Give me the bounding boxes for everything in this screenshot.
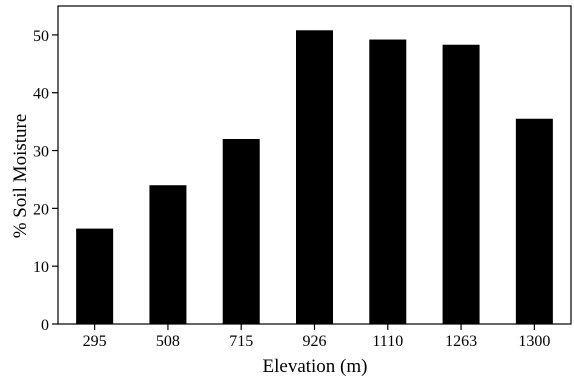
bar-1110 xyxy=(369,39,407,324)
bar-1263 xyxy=(442,44,480,324)
y-tick-label: 20 xyxy=(33,201,49,218)
x-tick-label: 295 xyxy=(83,333,107,350)
x-tick-label: 1300 xyxy=(518,333,550,350)
y-tick-label: 0 xyxy=(41,317,49,334)
y-axis-ticks: 0 10 20 30 40 50 xyxy=(33,28,58,334)
y-axis-title: % Soil Moisture xyxy=(10,114,31,239)
x-tick-label: 715 xyxy=(229,333,253,350)
y-tick-label: 50 xyxy=(33,28,49,45)
y-tick-label: 10 xyxy=(33,259,49,276)
x-axis-ticks: 295 508 715 926 1110 1263 1300 xyxy=(83,324,550,350)
bar-926 xyxy=(296,30,333,325)
x-axis-title: Elevation (m) xyxy=(263,356,368,377)
bar-295 xyxy=(76,228,114,324)
x-tick-label: 1263 xyxy=(445,333,477,350)
x-tick-label: 926 xyxy=(303,333,327,350)
bars xyxy=(76,30,553,325)
y-tick-label: 30 xyxy=(33,144,49,161)
x-tick-label: 1110 xyxy=(372,333,403,350)
x-tick-label: 508 xyxy=(156,333,180,350)
bar-1300 xyxy=(515,118,553,324)
bar-715 xyxy=(222,138,260,324)
y-tick-label: 40 xyxy=(33,86,49,103)
bar-508 xyxy=(149,185,187,324)
